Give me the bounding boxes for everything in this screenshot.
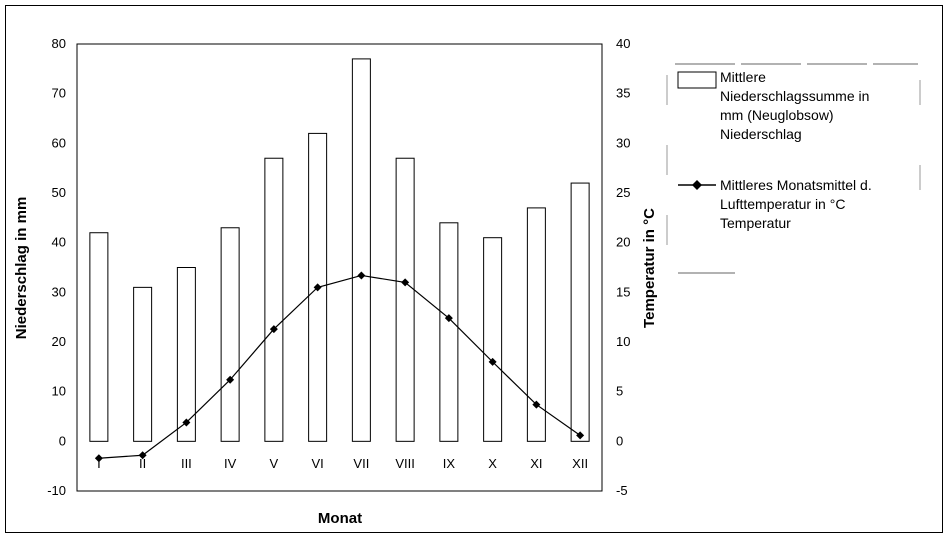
temperature-point <box>138 451 147 460</box>
temperature-series-line <box>98 274 581 459</box>
x-tick-label: II <box>139 456 146 471</box>
temperature-point <box>488 357 497 366</box>
precipitation-bar <box>483 237 503 442</box>
precipitation-bar <box>439 222 459 442</box>
temperature-point <box>401 278 410 287</box>
temperature-point <box>182 418 191 427</box>
x-tick-label: X <box>488 456 497 471</box>
temperature-point <box>313 283 322 292</box>
legend-text-line: Mittleres Monatsmittel d. <box>720 177 872 193</box>
legend-text-line: Lufttemperatur in °C <box>720 196 845 212</box>
legend-text-line: Mittlere <box>720 69 766 85</box>
x-tick-label: IX <box>443 456 456 471</box>
right-tick-label: 35 <box>616 86 630 101</box>
right-tick-label: 0 <box>616 433 623 448</box>
right-tick-label: 5 <box>616 384 623 399</box>
right-axis-ticks: 40 35 30 25 20 15 10 5 0 -5 <box>616 36 630 498</box>
precipitation-bar <box>176 267 196 442</box>
temperature-line <box>94 271 585 463</box>
left-tick-label: -10 <box>47 483 66 498</box>
x-tick-label: VIII <box>395 456 415 471</box>
precipitation-bar <box>133 286 153 442</box>
temperature-point <box>226 375 235 384</box>
right-tick-label: 20 <box>616 235 630 250</box>
legend-text-line: Niederschlag <box>720 126 802 142</box>
right-tick-label: 15 <box>616 284 630 299</box>
temperature-point <box>444 314 453 323</box>
precipitation-bar <box>264 157 284 442</box>
temperature-point <box>269 325 278 334</box>
x-tick-label: V <box>270 456 279 471</box>
temperature-point <box>576 431 585 440</box>
x-tick-label: XI <box>530 456 542 471</box>
left-tick-label: 30 <box>52 284 66 299</box>
precipitation-bar <box>526 207 546 442</box>
precipitation-bars <box>89 58 590 442</box>
legend-text-line: mm (Neuglobsow) <box>720 107 834 123</box>
left-axis-ticks: 80 70 60 50 40 30 20 10 0 -10 <box>47 36 66 498</box>
left-tick-label: 80 <box>52 36 66 51</box>
y-axis-right-title: Temperatur in °C <box>641 208 658 328</box>
legend-line-marker <box>692 180 702 190</box>
legend-text-line: Temperatur <box>720 215 791 231</box>
precipitation-bar <box>351 58 371 442</box>
precipitation-bar <box>570 182 590 442</box>
left-tick-label: 70 <box>52 86 66 101</box>
x-tick-label: VII <box>353 456 369 471</box>
legend-bar-swatch <box>677 71 717 89</box>
x-tick-label: XII <box>572 456 588 471</box>
precipitation-bar <box>220 227 240 442</box>
left-tick-label: 10 <box>52 384 66 399</box>
left-tick-label: 50 <box>52 185 66 200</box>
legend-label-precipitation: Mittlere Niederschlagssumme in mm (Neuglob… <box>720 69 869 142</box>
plot-area <box>76 43 603 492</box>
y-axis-left-title: Niederschlag in mm <box>13 197 30 340</box>
x-tick-label: III <box>181 456 192 471</box>
x-tick-label: IV <box>224 456 237 471</box>
right-tick-label: 30 <box>616 135 630 150</box>
right-tick-label: 25 <box>616 185 630 200</box>
legend-label-temperature: Mittleres Monatsmittel d. Lufttemperatur … <box>720 177 872 231</box>
legend-text-line: Niederschlagssumme in <box>720 88 869 104</box>
left-tick-label: 0 <box>59 433 66 448</box>
precipitation-bar <box>89 232 109 442</box>
legend: Mittlere Niederschlagssumme in mm (Neuglob… <box>666 63 921 274</box>
x-tick-label: I <box>97 456 101 471</box>
temperature-point <box>532 400 541 409</box>
left-tick-label: 60 <box>52 135 66 150</box>
x-tick-label: VI <box>311 456 323 471</box>
chart-frame <box>5 5 943 533</box>
right-tick-label: -5 <box>616 483 628 498</box>
left-tick-label: 20 <box>52 334 66 349</box>
right-tick-label: 10 <box>616 334 630 349</box>
right-tick-label: 40 <box>616 36 630 51</box>
temperature-point <box>94 454 103 463</box>
precipitation-bar <box>395 157 415 442</box>
temperature-point <box>357 271 366 280</box>
x-axis-ticks: I II III IV V VI VII VIII IX X XI XII <box>97 456 588 471</box>
left-tick-label: 40 <box>52 235 66 250</box>
x-axis-title: Monat <box>318 510 362 527</box>
